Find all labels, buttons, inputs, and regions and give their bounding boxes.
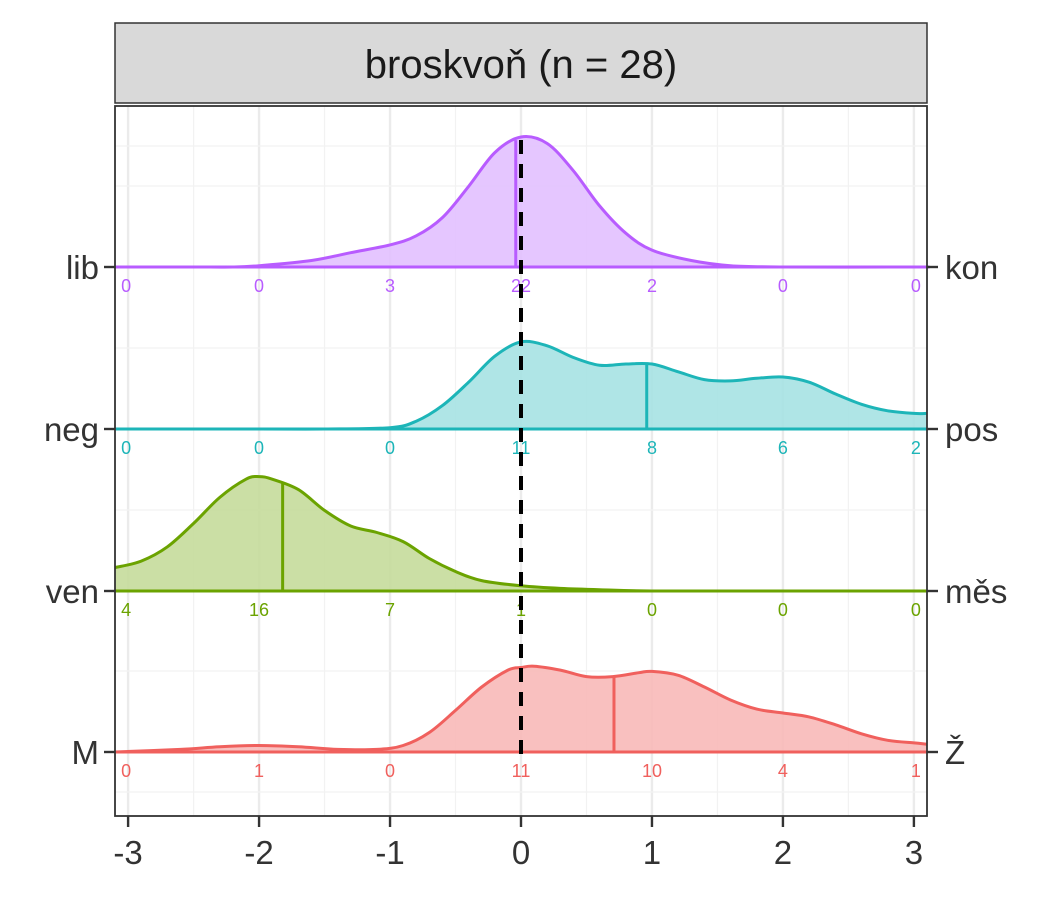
count-label: 10 <box>642 761 662 781</box>
right-label-Ž: Ž <box>945 734 965 771</box>
count-label: 0 <box>121 438 131 458</box>
count-label: 0 <box>385 761 395 781</box>
ridge-fill-M <box>115 666 927 752</box>
count-label: 7 <box>385 600 395 620</box>
count-label: 11 <box>512 438 531 458</box>
count-label: 0 <box>254 438 264 458</box>
left-label-neg: neg <box>44 411 99 448</box>
count-label: 0 <box>778 276 788 296</box>
ridge-curve-ven <box>114 474 927 593</box>
right-label-měs: měs <box>945 573 1007 610</box>
count-label: 1 <box>911 761 921 781</box>
count-label: 0 <box>121 761 131 781</box>
count-label: 1 <box>254 761 264 781</box>
left-label-lib: lib <box>66 249 99 286</box>
count-label: 0 <box>385 438 395 458</box>
x-tick-label: -2 <box>244 834 273 871</box>
count-label: 4 <box>778 761 788 781</box>
count-label: 0 <box>647 600 657 620</box>
count-label: 8 <box>647 438 657 458</box>
count-label: 6 <box>778 438 788 458</box>
ridge-curve-lib <box>114 135 931 269</box>
left-label-M: M <box>72 734 100 771</box>
strip-title: broskvoň (n = 28) <box>365 43 677 87</box>
axes: lib kon neg pos ven měs M Ž -3 -2 -1 0 1 2 3 <box>44 249 1007 871</box>
ridge-curve-M <box>114 664 928 754</box>
ridge-fill-ven <box>115 476 927 592</box>
x-tick-label: -1 <box>375 834 404 871</box>
right-label-pos: pos <box>945 411 998 448</box>
count-label: 0 <box>254 276 264 296</box>
count-label: 4 <box>121 600 131 620</box>
count-label: 0 <box>911 600 921 620</box>
count-label: 0 <box>121 276 131 296</box>
count-label: 3 <box>385 276 395 296</box>
x-tick-label: 3 <box>905 834 923 871</box>
right-label-kon: kon <box>945 249 998 286</box>
x-tick-label: 0 <box>512 834 530 871</box>
count-label: 11 <box>512 761 531 781</box>
x-tick-label: 2 <box>774 834 792 871</box>
count-label: 2 <box>647 276 657 296</box>
ridge-curve-neg <box>114 339 928 431</box>
x-tick-label: -3 <box>113 834 142 871</box>
count-label: 0 <box>778 600 788 620</box>
strip-background <box>114 22 928 104</box>
count-label: 0 <box>911 276 921 296</box>
count-label: 16 <box>249 600 269 620</box>
x-tick-label: 1 <box>643 834 661 871</box>
left-label-ven: ven <box>46 573 99 610</box>
count-label: 2 <box>911 438 921 458</box>
